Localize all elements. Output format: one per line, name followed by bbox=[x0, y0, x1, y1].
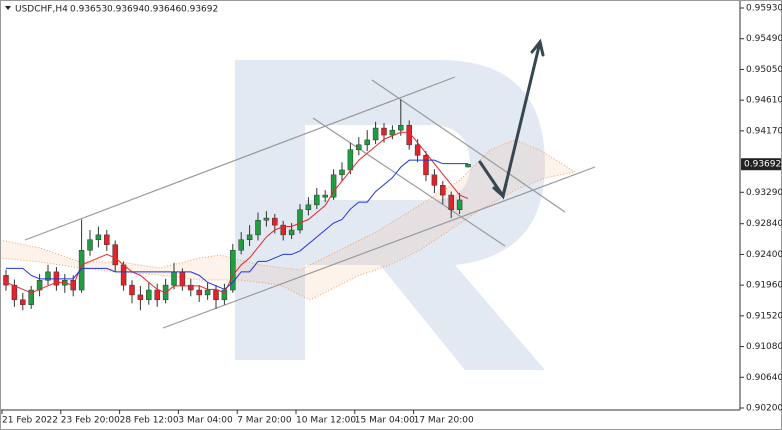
y-tick-label: 0.91520 bbox=[746, 311, 782, 321]
symbol-menu-icon[interactable] bbox=[5, 6, 11, 10]
forecast-arrow bbox=[478, 38, 545, 200]
y-tick-label: 0.92400 bbox=[746, 250, 782, 260]
candle-body bbox=[297, 209, 303, 231]
candle-body bbox=[246, 234, 253, 241]
x-tick-label: 10 Mar 12:00 bbox=[296, 416, 356, 426]
watermark-bowl bbox=[305, 60, 545, 370]
y-tick-label: 0.91080 bbox=[746, 342, 782, 352]
candle-body bbox=[95, 234, 102, 241]
candle-body bbox=[104, 234, 110, 245]
candle-body bbox=[196, 289, 202, 296]
y-tick-label: 0.90640 bbox=[746, 373, 782, 383]
current-price-label: 0.93692 bbox=[744, 160, 781, 170]
watermark bbox=[235, 60, 545, 370]
candle-body bbox=[28, 289, 34, 305]
candle-body bbox=[356, 144, 362, 150]
x-tick-label: 23 Feb 20:00 bbox=[61, 416, 120, 426]
candle-body bbox=[339, 169, 345, 176]
y-tick-label: 0.95490 bbox=[746, 34, 782, 44]
candle-body bbox=[112, 244, 118, 266]
y-tick-label: 0.93290 bbox=[746, 188, 782, 198]
x-tick-label: 7 Mar 20:00 bbox=[237, 416, 292, 426]
candle-body bbox=[440, 185, 446, 196]
candle-body bbox=[330, 174, 337, 198]
candle-body bbox=[87, 239, 93, 251]
candle-body bbox=[230, 249, 236, 291]
candle-body bbox=[398, 125, 404, 131]
candle-body bbox=[364, 139, 370, 146]
candle-body bbox=[288, 229, 295, 236]
candle-body bbox=[372, 127, 379, 141]
candle-body bbox=[238, 239, 244, 251]
candle-body bbox=[305, 204, 312, 210]
y-tick-label: 0.95050 bbox=[746, 65, 782, 75]
candle-body bbox=[3, 275, 9, 286]
cloud bbox=[0, 139, 577, 301]
header-high: 0.93694 bbox=[107, 5, 144, 15]
candle-body bbox=[263, 217, 270, 221]
header-low: 0.93646 bbox=[144, 5, 181, 15]
candle-body bbox=[431, 174, 438, 186]
candle-body bbox=[280, 224, 286, 236]
y-tick-label: 0.94610 bbox=[746, 96, 782, 106]
candle-body bbox=[314, 194, 320, 206]
candle-body bbox=[188, 284, 194, 291]
arrow-head-up bbox=[530, 38, 545, 57]
candle-body bbox=[171, 271, 177, 286]
indicator-line bbox=[5, 131, 469, 294]
candle-body bbox=[154, 289, 160, 301]
channel-down-upper bbox=[371, 79, 566, 213]
channel-down-lower bbox=[312, 117, 506, 247]
watermark-stem bbox=[235, 60, 305, 360]
candle-body bbox=[423, 155, 429, 176]
symbol-title: USDCHF,H4 bbox=[15, 5, 68, 15]
candle-body bbox=[146, 289, 152, 301]
header-close: 0.93692 bbox=[181, 5, 218, 15]
x-tick-label: 17 Mar 20:00 bbox=[414, 416, 474, 426]
candle-body bbox=[414, 144, 421, 156]
candle-body bbox=[448, 194, 454, 210]
header-open: 0.93653 bbox=[70, 5, 107, 15]
arrow-head-down bbox=[492, 182, 508, 199]
x-tick-label: 21 Feb 2022 bbox=[2, 416, 58, 426]
candle-body bbox=[322, 194, 328, 198]
channel-lower bbox=[162, 166, 596, 329]
indicator-line bbox=[6, 159, 468, 290]
candle-body bbox=[221, 289, 228, 301]
candle-body bbox=[255, 219, 261, 236]
candle-body bbox=[272, 217, 278, 226]
candle-body bbox=[20, 299, 26, 305]
current-price-box bbox=[741, 158, 781, 171]
plot bbox=[3, 99, 471, 311]
y-tick-label: 0.92840 bbox=[746, 219, 782, 229]
candle-body bbox=[36, 280, 43, 291]
y-tick-label: 0.90200 bbox=[746, 404, 782, 414]
y-tick-label: 0.94170 bbox=[746, 126, 782, 136]
x-tick-label: 15 Mar 04:00 bbox=[355, 416, 415, 426]
trend-lines bbox=[24, 76, 596, 329]
candle-body bbox=[45, 271, 51, 281]
candle-body bbox=[120, 264, 127, 286]
candle-body bbox=[129, 284, 135, 296]
candle-body bbox=[213, 289, 219, 301]
candle-body bbox=[11, 284, 18, 301]
candle-body bbox=[389, 129, 396, 136]
candle-body bbox=[179, 271, 186, 286]
channel-upper bbox=[24, 76, 456, 241]
candle-body bbox=[204, 289, 211, 296]
y-tick-label: 0.91960 bbox=[746, 281, 782, 291]
candle-body bbox=[456, 199, 463, 210]
y-tick-label: 0.95930 bbox=[746, 4, 782, 14]
x-tick-label: 28 Feb 12:00 bbox=[120, 416, 179, 426]
candle-body bbox=[381, 127, 387, 136]
candle-body bbox=[137, 294, 144, 301]
candle-body bbox=[347, 149, 354, 171]
candle-body bbox=[465, 163, 471, 168]
x-tick-label: 3 Mar 04:00 bbox=[178, 416, 233, 426]
